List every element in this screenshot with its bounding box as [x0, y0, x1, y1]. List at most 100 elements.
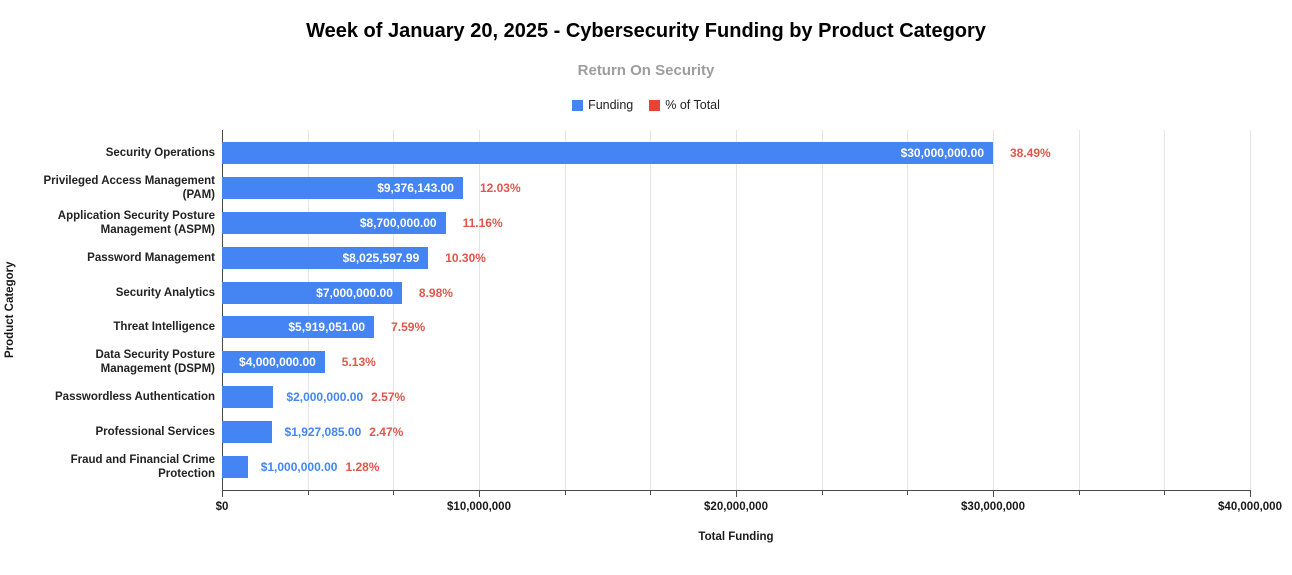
funding-bar: $30,000,000.00: [222, 142, 993, 165]
bar-row: Professional Services $1,927,085.00 2.47%: [0, 414, 1251, 449]
bar-track: $8,025,597.99 10.30%: [222, 246, 1250, 269]
bar-track: $2,000,000.00 2.57%: [222, 385, 1250, 408]
funding-value-label: $5,919,051.00: [288, 320, 366, 335]
funding-bar: $9,376,143.00: [222, 177, 463, 200]
axis-tick: [393, 491, 395, 495]
axis-tick: [1078, 491, 1080, 495]
funding-bar: $4,000,000.00: [222, 351, 325, 374]
funding-value-label: $1,927,085.00: [284, 424, 362, 439]
legend-item-percent-of-total: % of Total: [649, 98, 720, 112]
category-label: Password Management: [87, 251, 215, 264]
category-label: Security Operations: [105, 147, 215, 160]
axis-tick: [564, 491, 566, 495]
legend-label-percent-of-total: % of Total: [665, 98, 720, 112]
chart-subtitle: Return On Security: [577, 62, 715, 79]
bar-track: $7,000,000.00 8.98%: [222, 281, 1250, 304]
percent-of-total-label: 11.16%: [462, 215, 503, 230]
gridline: [479, 130, 480, 490]
bar-track: $1,927,085.00 2.47%: [222, 420, 1250, 443]
legend-item-funding: Funding: [572, 98, 633, 112]
gridline: [736, 130, 737, 490]
funding-bar: $8,700,000.00: [222, 211, 446, 234]
axis-tick: [222, 491, 223, 497]
category-label: Fraud and Financial Crime Protection: [70, 453, 215, 480]
bar-row: Privileged Access Management (PAM) $9,376…: [0, 171, 1251, 206]
x-tick-label: $10,000,000: [447, 501, 511, 513]
bar-row: Passwordless Authentication $2,000,000.00…: [0, 380, 1251, 415]
bar-row: Security Operations $30,000,000.00 38.49%: [0, 136, 1251, 171]
funding-bar: [222, 385, 274, 408]
legend: Funding % of Total: [0, 98, 1292, 112]
bar-row: Fraud and Financial Crime Protection $1,0…: [0, 449, 1251, 484]
legend-label-funding: Funding: [588, 98, 634, 112]
axis-tick: [821, 491, 823, 495]
bar-rows: Security Operations $30,000,000.00 38.49% P…: [0, 136, 1251, 484]
funding-bar: $8,025,597.99: [222, 246, 429, 269]
bar-row: Application Security Posture Management …: [0, 206, 1251, 241]
axis-tick: [1164, 491, 1166, 495]
percent-of-total-label: 12.03%: [479, 181, 521, 196]
x-axis-title: Total Funding: [698, 531, 774, 543]
percent-of-total-label: 2.47%: [369, 424, 404, 439]
bar-track: $9,376,143.00 12.03%: [222, 177, 1250, 200]
category-label: Professional Services: [95, 425, 215, 438]
funding-value-label: $8,025,597.99: [342, 250, 420, 265]
axis-tick: [993, 491, 994, 497]
percent-series-swatch-icon: [649, 99, 661, 111]
funding-value-label: $8,700,000.00: [359, 215, 437, 230]
x-tick-label: $40,000,000: [1218, 501, 1282, 513]
gridline: [393, 130, 395, 490]
x-tick-label: $30,000,000: [961, 501, 1025, 513]
axis-tick: [307, 491, 309, 495]
category-label: Data Security Posture Management (DSPM): [95, 349, 215, 376]
gridline: [1164, 130, 1166, 490]
funding-bar: $7,000,000.00: [222, 281, 402, 304]
category-label: Application Security Posture Management …: [57, 209, 215, 236]
funding-bar: $5,919,051.00: [222, 316, 375, 339]
funding-value-label: $9,376,143.00: [377, 181, 454, 196]
funding-bar: [222, 455, 248, 478]
percent-of-total-label: 10.30%: [445, 250, 486, 265]
percent-of-total-label: 7.59%: [391, 320, 426, 335]
y-axis-title: Product Category: [4, 261, 16, 359]
bar-row: Security Analytics $7,000,000.00 8.98%: [0, 275, 1251, 310]
gridline: [1078, 130, 1080, 490]
bar-track: $8,700,000.00 11.16%: [222, 211, 1250, 234]
bar-track: $5,919,051.00 7.59%: [222, 316, 1250, 339]
bar-row: Threat Intelligence $5,919,051.00 7.59%: [0, 310, 1251, 345]
funding-series-swatch-icon: [572, 99, 584, 111]
axis-tick: [736, 491, 737, 497]
gridline: [821, 130, 823, 490]
axis-tick: [650, 491, 652, 495]
bar-track: $1,000,000.00 1.28%: [222, 455, 1250, 478]
axis-tick: [479, 491, 480, 497]
bar-row: Data Security Posture Management (DSPM) $…: [0, 345, 1251, 380]
percent-of-total-label: 2.57%: [371, 389, 406, 404]
funding-value-label: $1,000,000.00: [260, 459, 338, 474]
funding-bar: [222, 420, 272, 443]
percent-of-total-label: 8.98%: [418, 285, 453, 300]
funding-value-label: $2,000,000.00: [286, 389, 364, 404]
x-tick-label: $0: [215, 501, 229, 513]
plot-area: [222, 130, 1251, 490]
gridline: [907, 130, 909, 490]
category-label: Threat Intelligence: [113, 321, 215, 334]
x-axis-ticks: [222, 491, 1251, 499]
bar-track: $30,000,000.00 38.49%: [222, 142, 1250, 165]
category-label: Passwordless Authentication: [55, 390, 215, 403]
axis-tick: [907, 491, 909, 495]
x-axis-line: [222, 490, 1251, 491]
percent-of-total-label: 1.28%: [345, 459, 380, 474]
funding-value-label: $30,000,000.00: [900, 146, 984, 161]
category-label: Security Analytics: [115, 286, 215, 299]
gridline: [1250, 130, 1251, 490]
bar-row: Password Management $8,025,597.99 10.30%: [0, 240, 1251, 275]
category-label: Privileged Access Management (PAM): [43, 175, 215, 202]
x-axis-tick-labels: $0 $10,000,000 $20,000,000 $30,000,000 $40,0…: [216, 501, 1282, 515]
x-tick-label: $20,000,000: [704, 501, 768, 513]
gridline: [993, 130, 994, 490]
chart-title: Week of January 20, 2025 - Cybersecurity…: [306, 20, 986, 42]
gridline: [307, 130, 309, 490]
gridline: [650, 130, 652, 490]
